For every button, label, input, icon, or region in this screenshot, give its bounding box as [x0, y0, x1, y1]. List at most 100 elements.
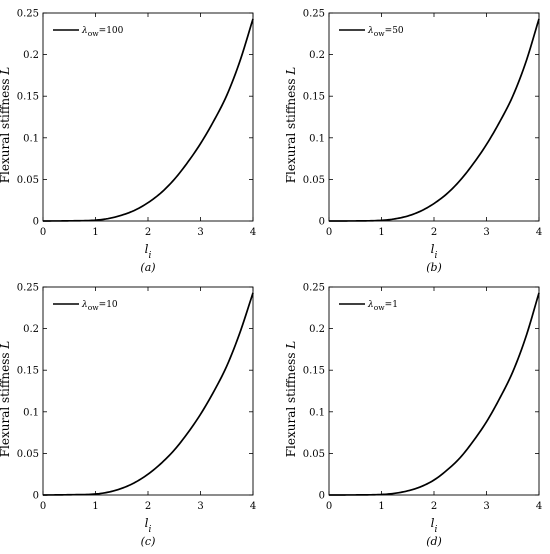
legend-subscript: ow	[88, 303, 100, 312]
y-axis-label-symbol: L	[284, 341, 298, 350]
x-tick-label: 3	[197, 227, 203, 238]
x-tick-label: 2	[431, 501, 437, 512]
x-tick-label: 0	[40, 227, 46, 238]
legend-subscript: ow	[88, 29, 100, 38]
y-axis-label: Flexural stiffness L	[284, 341, 298, 458]
x-axis-label-subscript: i	[434, 525, 437, 535]
x-axis-label: li	[145, 516, 152, 535]
x-tick-label: 2	[431, 227, 437, 238]
plot-frame	[42, 12, 254, 222]
x-tick-label: 2	[145, 501, 151, 512]
y-tick-label: 0.25	[303, 283, 325, 294]
y-tick-label: 0.2	[309, 324, 325, 335]
legend-symbol: λ	[367, 300, 374, 310]
panel-caption: (c)	[141, 535, 156, 548]
x-axis-label-subscript: i	[148, 251, 151, 261]
y-axis-label: Flexural stiffness L	[0, 341, 12, 458]
x-axis-label-symbol: l	[145, 516, 149, 530]
panel-caption: (d)	[426, 535, 442, 548]
y-tick-label: 0.2	[23, 324, 39, 335]
y-axis-label-text: Flexural stiffness	[0, 75, 12, 184]
legend-subscript: ow	[374, 29, 386, 38]
panel-caption: (a)	[140, 261, 155, 274]
y-tick-label: 0.05	[17, 175, 39, 186]
y-axis-label: Flexural stiffness L	[284, 67, 298, 184]
y-tick-label: 0.25	[17, 9, 39, 20]
y-tick-label: 0.15	[17, 366, 39, 377]
plot-frame	[328, 286, 540, 496]
chart-panel-2: 0 1 2 3 4 0 0.05 0.1 0.15 0.2 0.25 Flexural stiffne…	[284, 9, 542, 275]
x-tick-label: 4	[536, 501, 542, 512]
x-tick-label: 4	[250, 501, 256, 512]
y-axis-label: Flexural stiffness L	[0, 67, 12, 184]
x-axis-label: li	[145, 242, 152, 261]
x-tick-label: 4	[250, 227, 256, 238]
chart-panel-4: 0 1 2 3 4 0 0.05 0.1 0.15 0.2 0.25 Flexural stiffne…	[284, 283, 542, 549]
y-tick-label: 0	[33, 217, 39, 228]
y-axis-label-text: Flexural stiffness	[284, 75, 298, 184]
y-tick-label: 0.1	[309, 133, 325, 144]
y-tick-label: 0.2	[309, 50, 325, 61]
x-tick-label: 0	[326, 227, 332, 238]
legend-label: λow=50	[367, 26, 404, 38]
y-tick-label: 0.1	[309, 407, 325, 418]
x-tick-label: 4	[536, 227, 542, 238]
y-axis-label-text: Flexural stiffness	[284, 349, 298, 458]
x-tick-label: 1	[378, 501, 384, 512]
legend-value: =50	[385, 26, 404, 36]
x-axis-label: li	[431, 242, 438, 261]
x-tick-label: 0	[326, 501, 332, 512]
x-axis-label-symbol: l	[431, 516, 435, 530]
chart-panel-3: 0 1 2 3 4 0 0.05 0.1 0.15 0.2 0.25 Flexural stiffne…	[0, 283, 256, 549]
y-tick-label: 0.15	[303, 366, 325, 377]
series-line-1	[329, 292, 540, 496]
x-axis-label-subscript: i	[148, 525, 151, 535]
legend-label: λow=1	[367, 300, 398, 312]
y-axis-label-symbol: L	[0, 341, 12, 350]
chart-panel-1: 0 1 2 3 4 0 0.05 0.1 0.15 0.2 0.25 Flexural stiffne…	[0, 9, 256, 275]
x-tick-label: 3	[197, 501, 203, 512]
legend-symbol: λ	[81, 26, 88, 36]
x-axis-label: li	[431, 516, 438, 535]
x-axis-label-subscript: i	[434, 251, 437, 261]
y-tick-label: 0.25	[303, 9, 325, 20]
y-tick-label: 0.1	[23, 133, 39, 144]
y-tick-label: 0	[33, 491, 39, 502]
y-tick-label: 0.1	[23, 407, 39, 418]
x-tick-label: 3	[483, 501, 489, 512]
y-axis-label-symbol: L	[0, 67, 12, 76]
x-axis-label-symbol: l	[145, 242, 149, 256]
legend-symbol: λ	[81, 300, 88, 310]
y-tick-label: 0	[319, 217, 325, 228]
legend-value: =1	[385, 300, 398, 310]
y-tick-label: 0.25	[17, 283, 39, 294]
x-tick-label: 2	[145, 227, 151, 238]
legend-label: λow=10	[81, 300, 118, 312]
y-tick-label: 0.05	[303, 175, 325, 186]
series-line-1	[42, 292, 254, 496]
x-tick-label: 1	[92, 227, 98, 238]
legend-subscript: ow	[374, 303, 386, 312]
x-tick-label: 1	[92, 501, 98, 512]
series-line-1	[42, 18, 254, 222]
legend-label: λow=100	[81, 26, 124, 38]
y-axis-label-symbol: L	[284, 67, 298, 76]
y-tick-label: 0.2	[23, 50, 39, 61]
y-axis-label-text: Flexural stiffness	[0, 349, 12, 458]
panel-caption: (b)	[426, 261, 442, 274]
y-tick-label: 0.05	[303, 449, 325, 460]
legend-value: =10	[99, 300, 118, 310]
legend-value: =100	[99, 26, 124, 36]
y-tick-label: 0.05	[17, 449, 39, 460]
series-line-1	[329, 18, 540, 222]
plot-frame	[328, 12, 540, 222]
y-tick-label: 0	[319, 491, 325, 502]
y-tick-label: 0.15	[303, 92, 325, 103]
y-tick-label: 0.15	[17, 92, 39, 103]
x-tick-label: 1	[378, 227, 384, 238]
x-tick-label: 0	[40, 501, 46, 512]
plot-frame	[42, 286, 254, 496]
x-tick-label: 3	[483, 227, 489, 238]
legend-symbol: λ	[367, 26, 374, 36]
